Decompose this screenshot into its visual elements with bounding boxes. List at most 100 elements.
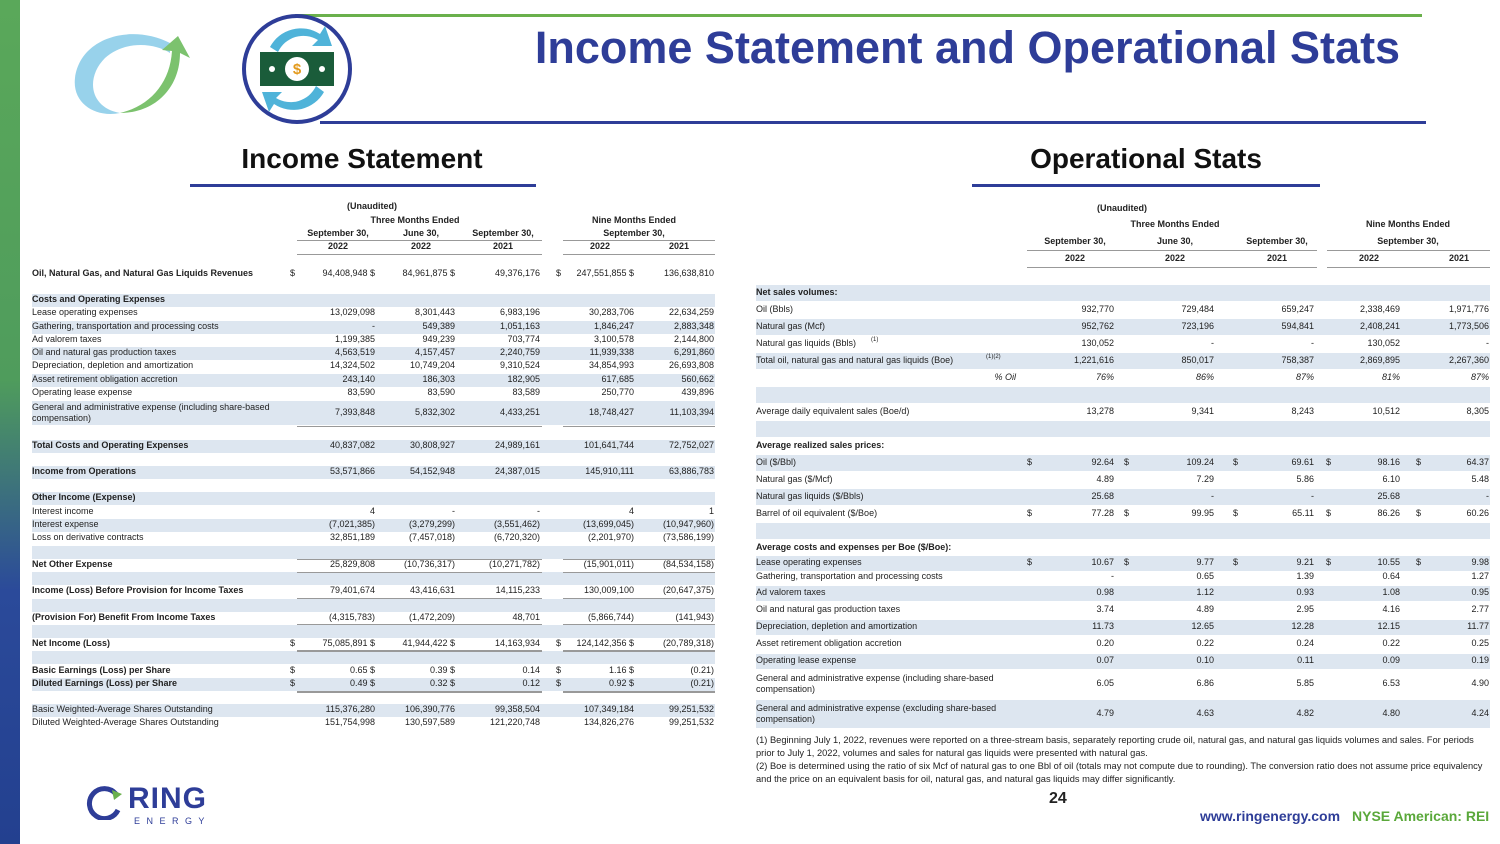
cell-value: 0.93 [1296, 587, 1314, 597]
operational-stats-title: Operational Stats [1030, 143, 1262, 174]
cell-value: 1.16 $ [608, 665, 634, 675]
period-header: June 30, [402, 228, 440, 238]
cell-value: 243,140 [342, 374, 375, 384]
total-rule [563, 598, 715, 599]
cell-value: 8,243 [1291, 406, 1314, 416]
page-number: 24 [1049, 790, 1067, 807]
website-link[interactable]: www.ringenergy.com [1200, 808, 1341, 824]
period-header: September 30, [472, 228, 534, 238]
cell-value: (10,271,782) [488, 559, 540, 569]
cell-value: (0.21) [690, 678, 714, 688]
row-band [32, 677, 715, 691]
row-label: Asset retirement obligation accretion [32, 374, 178, 384]
cell-value: 4.90 [1471, 678, 1489, 688]
cell-value: 1.27 [1471, 571, 1489, 581]
cell-value: 26,693,808 [668, 360, 714, 370]
unaudited-label: (Unaudited) [1097, 203, 1147, 213]
cell-value: 549,389 [422, 321, 455, 331]
cell-value: 11,939,338 [589, 347, 634, 357]
cell-value: 10,749,204 [409, 360, 455, 370]
cell-value: 0.49 $ [349, 678, 375, 688]
cell-value: 65.11 [1292, 508, 1314, 518]
cell-value: 4,563,519 [334, 347, 375, 357]
cell-value: 0.32 $ [429, 678, 455, 688]
row-label: Net Other Expense [32, 559, 113, 569]
row-band [32, 293, 715, 307]
year-header: 2022 [410, 241, 432, 251]
cell-value: 0.07 [1096, 655, 1114, 665]
svg-text:$: $ [293, 61, 302, 78]
income-statement-title: Income Statement [241, 143, 483, 174]
cell-value: 0.09 [1382, 655, 1400, 665]
cell-value: 130,009,100 [583, 585, 634, 595]
row-label: Gathering, transportation and processing… [32, 321, 219, 331]
cell-value: 9,341 [1191, 406, 1214, 416]
period-header: September 30, [307, 228, 369, 238]
cell-value: (1,472,209) [408, 612, 455, 622]
cell-value: (4,315,783) [328, 612, 375, 622]
cell-value: 9.98 [1471, 557, 1489, 567]
cell-value: 2,869,895 [1359, 355, 1400, 365]
cell-value: 72,752,027 [668, 440, 714, 450]
cell-value: 0.19 [1471, 655, 1489, 665]
row-label: Natural gas liquids (Bbls) [756, 338, 857, 348]
dollar-sign: $ [1326, 457, 1332, 467]
cell-value: 64.37 [1466, 457, 1489, 467]
cell-value: 25.68 [1377, 491, 1400, 501]
cell-value: 1 [708, 506, 714, 516]
cell-value: (2,201,970) [587, 532, 634, 542]
cell-value: 0.25 [1471, 638, 1489, 648]
cell-value: 0.64 [1382, 571, 1400, 581]
cell-value: 729,484 [1181, 304, 1214, 314]
row-label: Oil, Natural Gas, and Natural Gas Liquid… [32, 268, 254, 278]
row-label: Ad valorem taxes [32, 334, 102, 344]
row-label: Barrel of oil equivalent ($/Boe) [756, 508, 878, 518]
nine-months-header: Nine Months Ended [1366, 219, 1450, 229]
total-rule [297, 559, 542, 560]
cell-value: 115,376,280 [325, 704, 375, 714]
cell-value: (20,789,318) [662, 638, 714, 648]
cell-value: 1,971,776 [1448, 304, 1489, 314]
cell-value: - [1486, 338, 1489, 348]
row-label: Income from Operations [32, 466, 137, 476]
row-band [756, 387, 1490, 403]
row-band [756, 455, 1490, 471]
year-header: 2022 [1164, 253, 1186, 263]
period-header: September 30, [1044, 236, 1106, 246]
cell-value: 22,634,259 [668, 307, 714, 317]
cell-value: 53,571,866 [329, 466, 375, 476]
cell-value: 6,291,860 [673, 347, 714, 357]
cell-value: 0.39 $ [429, 665, 455, 675]
cell-value: 94,408,948 $ [322, 268, 375, 278]
cell-value: 130,052 [1367, 338, 1400, 348]
cell-value: 0.20 [1096, 638, 1114, 648]
row-label: Net Income (Loss) [32, 638, 111, 648]
row-band [32, 599, 715, 612]
row-label: Basic Weighted-Average Shares Outstandin… [32, 704, 213, 714]
cell-value: 43,416,631 [409, 585, 455, 595]
row-label: General and administrative expense (incl… [756, 673, 994, 694]
cell-value: 83,590 [347, 387, 375, 397]
cell-value: 439,896 [681, 387, 714, 397]
year-header: 2022 [1064, 253, 1086, 263]
footnote-2: (2) Boe is determined using the ratio of… [756, 761, 1483, 784]
left-accent-bar [0, 0, 20, 844]
cell-value: 659,247 [1281, 304, 1314, 314]
row-label: Oil and natural gas production taxes [756, 604, 901, 614]
cell-value: (13,699,045) [582, 519, 634, 529]
footnote-ref: (1) [871, 337, 879, 343]
cell-value: 5.86 [1296, 474, 1314, 484]
cell-value: - [1311, 491, 1314, 501]
cell-value: 11,103,394 [669, 407, 714, 417]
cell-value: 0.98 [1096, 587, 1114, 597]
total-rule [297, 691, 542, 693]
cell-value: 79,401,674 [329, 585, 375, 595]
dollar-sign: $ [1416, 508, 1422, 518]
header-rule [1327, 250, 1490, 251]
row-label: Depreciation, depletion and amortization [756, 621, 918, 631]
cell-value: (3,551,462) [493, 519, 540, 529]
dollar-sign: $ [290, 678, 296, 688]
header-rule [1027, 250, 1317, 251]
cell-value: 0.92 $ [608, 678, 634, 688]
cell-value: 560,662 [681, 374, 714, 384]
